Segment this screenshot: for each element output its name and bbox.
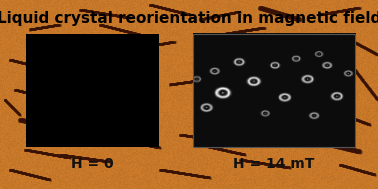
Bar	[193, 34, 355, 147]
Text: H = 14 mT: H = 14 mT	[233, 157, 315, 171]
Text: Liquid crystal reorientation in magnetic field: Liquid crystal reorientation in magnetic…	[0, 11, 378, 26]
Bar	[26, 34, 159, 147]
Text: H = 0: H = 0	[71, 157, 114, 171]
